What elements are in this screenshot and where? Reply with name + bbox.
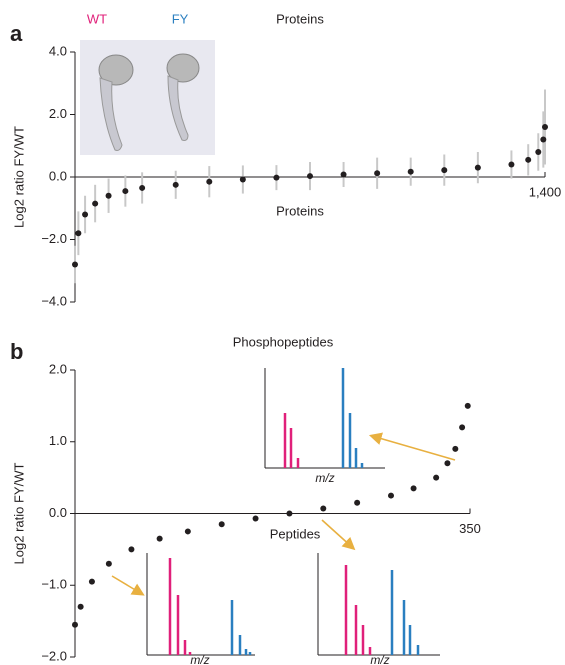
data-point	[464, 402, 471, 409]
data-point	[122, 188, 129, 195]
y-tick-label: −2.0	[41, 231, 67, 246]
y-tick-label: 2.0	[49, 106, 67, 121]
chart-title: Proteins	[276, 11, 324, 26]
chart-title: Phosphopeptides	[233, 334, 334, 349]
y-tick-label: 2.0	[49, 361, 67, 376]
plot	[70, 51, 548, 303]
arrows	[111, 432, 456, 596]
data-point	[82, 211, 89, 218]
x-tick-label: 350	[459, 521, 481, 536]
y-tick-label: 0.0	[49, 168, 67, 183]
y-tick-label: 0.0	[49, 505, 67, 520]
x-axis-label: Proteins	[276, 203, 324, 218]
data-point	[388, 492, 394, 499]
image-label: FY	[172, 11, 189, 26]
data-point	[239, 176, 246, 183]
inset-x-label: m/z	[370, 653, 389, 665]
data-point	[88, 578, 95, 585]
data-point	[72, 621, 78, 628]
y-tick-label: 1.0	[49, 433, 67, 448]
panel-label: a	[10, 21, 23, 46]
inset-x-label: m/z	[190, 653, 209, 665]
data-point	[525, 156, 532, 163]
y-axis-label: Log2 ratio FY/WT	[11, 463, 26, 565]
data-point	[441, 167, 448, 174]
y-tick-label: 4.0	[49, 43, 67, 58]
data-point	[184, 528, 191, 535]
spectrum-inset	[146, 553, 255, 656]
data-point	[72, 261, 78, 268]
y-tick-label: −4.0	[41, 293, 67, 308]
spectrum-inset	[317, 553, 440, 656]
data-point	[92, 200, 99, 207]
data-point	[340, 171, 347, 178]
data-point	[540, 136, 547, 143]
y-tick-label: −2.0	[41, 648, 67, 663]
data-point	[252, 515, 259, 522]
data-point	[139, 184, 146, 191]
data-point	[75, 230, 82, 237]
data-point	[77, 603, 84, 610]
data-point	[156, 535, 163, 542]
data-point	[535, 149, 542, 155]
data-point	[307, 173, 313, 180]
data-point	[218, 521, 225, 528]
data-point	[273, 174, 280, 181]
inset-x-label: m/z	[315, 471, 334, 485]
y-tick-label: −1.0	[41, 577, 67, 592]
data-point	[128, 546, 135, 553]
data-point	[407, 168, 414, 175]
data-point	[374, 170, 381, 177]
data-point	[105, 192, 112, 199]
data-point	[452, 445, 459, 452]
data-point	[206, 178, 213, 185]
panel-label: b	[10, 339, 23, 364]
data-point	[542, 124, 548, 130]
data-point	[172, 181, 179, 188]
data-point	[508, 161, 515, 168]
data-point	[354, 499, 361, 506]
data-point	[105, 560, 112, 567]
data-point	[474, 164, 481, 171]
x-axis-label: Peptides	[270, 526, 321, 541]
y-axis-label: Log2 ratio FY/WT	[11, 126, 26, 228]
image-label: WT	[87, 11, 107, 26]
data-point	[286, 510, 293, 517]
plot	[70, 369, 471, 658]
data-point	[459, 424, 466, 431]
x-tick-label: 1,400	[529, 184, 562, 199]
data-point	[433, 474, 440, 481]
data-point	[410, 485, 417, 492]
data-point	[444, 460, 451, 467]
data-point	[320, 505, 327, 512]
spectrum-inset	[264, 368, 385, 469]
embryo-images	[80, 40, 215, 155]
